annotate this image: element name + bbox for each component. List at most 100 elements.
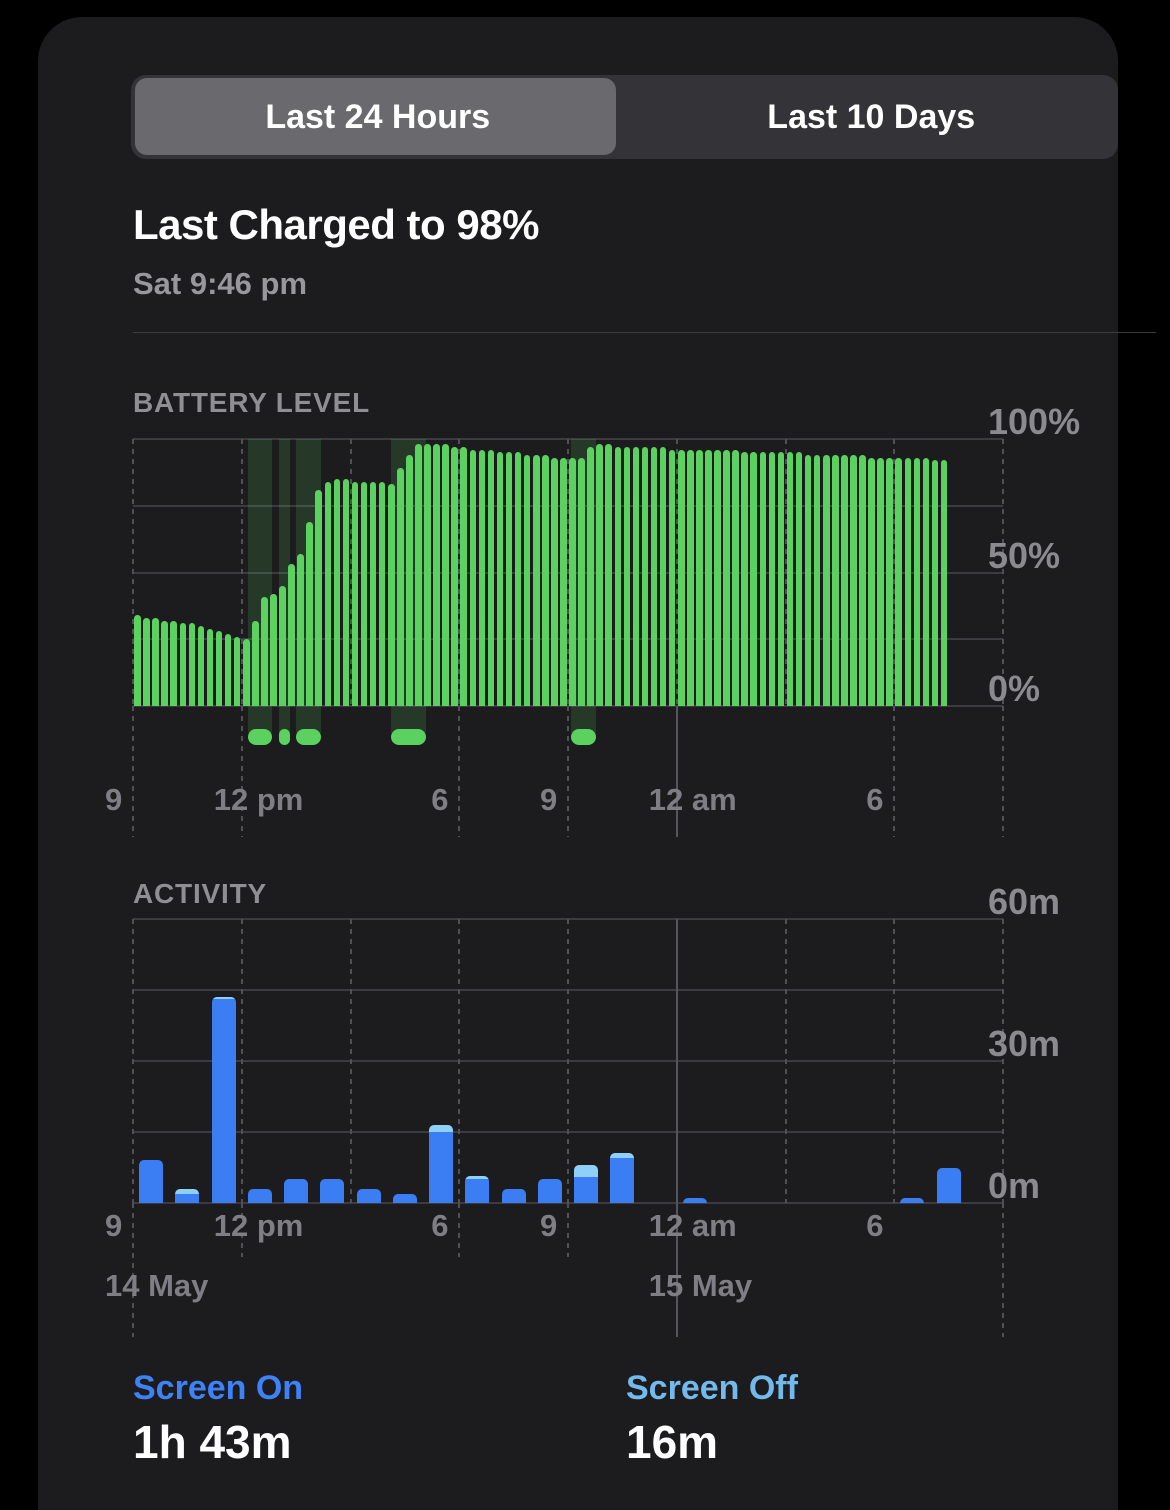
activity-gridline-v — [1002, 919, 1004, 1203]
activity-y-axis-label: 0m — [988, 1165, 1041, 1206]
battery-bar — [741, 452, 748, 706]
battery-bar — [342, 479, 350, 706]
battery-axis-tick — [567, 706, 569, 837]
battery-bar — [206, 628, 214, 706]
battery-bar — [786, 452, 794, 706]
battery-bar — [913, 457, 921, 706]
battery-bar — [523, 455, 531, 706]
charging-period-indicator — [279, 729, 290, 745]
screen-on-label: Screen On — [133, 1369, 304, 1407]
battery-bar — [496, 452, 504, 706]
activity-bar — [574, 1165, 599, 1203]
battery-bar — [224, 633, 232, 706]
activity-bar-screen-on-segment — [320, 1179, 345, 1203]
battery-y-axis-label: 100% — [988, 401, 1081, 442]
battery-bar — [542, 455, 549, 706]
battery-bar — [877, 457, 884, 706]
activity-bar-screen-on-segment — [392, 1193, 417, 1203]
battery-bar — [397, 468, 404, 706]
battery-level-chart[interactable] — [132, 438, 1004, 837]
activity-bar-screen-on-segment — [247, 1188, 272, 1203]
battery-bar — [886, 457, 893, 706]
battery-bar — [714, 449, 721, 706]
battery-gridline-v — [458, 439, 461, 706]
activity-bar — [537, 1179, 562, 1203]
battery-bar — [369, 481, 377, 706]
activity-bar — [247, 1188, 272, 1203]
battery-bar — [687, 449, 694, 706]
activity-bar-screen-off-segment — [211, 997, 236, 1000]
activity-bar-screen-on-segment — [501, 1188, 526, 1203]
battery-bar — [696, 449, 703, 706]
battery-x-axis-label: 6 — [866, 782, 884, 817]
battery-bar — [841, 455, 848, 706]
battery-bar — [596, 444, 603, 706]
activity-bar-screen-on-segment — [139, 1160, 164, 1203]
battery-bar — [832, 455, 839, 706]
battery-x-axis-label: 9 — [105, 782, 123, 817]
charging-period-indicator — [247, 729, 272, 745]
battery-x-axis-label: 12 am — [648, 782, 737, 817]
battery-bar — [179, 623, 187, 706]
activity-gridline-v — [132, 919, 134, 1203]
battery-bar — [261, 596, 268, 706]
battery-bar — [242, 639, 250, 706]
screen-off-value: 16m — [626, 1416, 719, 1468]
battery-bar — [297, 553, 304, 706]
section-divider — [133, 332, 1156, 333]
battery-gridline-v — [240, 439, 243, 706]
battery-bar — [270, 593, 277, 706]
activity-gridline-v — [240, 919, 243, 1203]
battery-bar — [387, 484, 395, 706]
battery-bar — [315, 489, 323, 706]
battery-bar — [705, 449, 712, 706]
activity-bar — [900, 1198, 925, 1203]
battery-bar — [904, 457, 912, 706]
activity-gridline-v — [784, 919, 787, 1203]
activity-gridline-v — [349, 919, 352, 1203]
battery-x-axis-label: 9 — [540, 782, 558, 817]
battery-bar — [895, 457, 903, 706]
tab-last-10-days[interactable]: Last 10 Days — [767, 97, 976, 136]
battery-bar — [433, 444, 440, 706]
activity-bar — [682, 1198, 707, 1203]
activity-bar-screen-on-segment — [537, 1179, 562, 1203]
battery-bar — [822, 455, 830, 706]
battery-bar — [360, 481, 368, 706]
activity-midnight-line — [675, 919, 678, 1337]
battery-bar — [215, 631, 223, 706]
battery-bar — [623, 447, 631, 706]
activity-gridline-v — [458, 919, 461, 1203]
battery-bar — [478, 449, 486, 706]
battery-bar — [279, 585, 286, 706]
battery-gridline-v — [675, 439, 678, 706]
battery-y-axis-label: 0% — [988, 668, 1041, 709]
last-charged-timestamp: Sat 9:46 pm — [133, 266, 308, 301]
battery-bar — [940, 460, 948, 706]
activity-bar — [139, 1160, 164, 1203]
battery-bar — [578, 457, 585, 706]
activity-bar-screen-on-segment — [610, 1158, 635, 1203]
battery-bar — [723, 449, 730, 706]
activity-chart[interactable] — [132, 918, 1004, 1337]
activity-bar-screen-on-segment — [682, 1198, 707, 1203]
activity-bar — [936, 1167, 961, 1203]
battery-bar — [188, 623, 196, 706]
activity-date-label: 14 May — [105, 1268, 209, 1303]
activity-bar-screen-on-segment — [211, 999, 236, 1203]
battery-bar — [134, 615, 141, 706]
activity-bar — [465, 1176, 490, 1203]
activity-bar-screen-on-segment — [284, 1179, 309, 1203]
last-charged-title: Last Charged to 98% — [133, 201, 539, 248]
battery-x-axis-label: 12 pm — [213, 782, 304, 817]
tab-last-24-hours[interactable]: Last 24 Hours — [265, 97, 491, 136]
battery-bar — [605, 444, 613, 706]
activity-bar-screen-on-segment — [429, 1131, 454, 1203]
battery-bar — [424, 444, 431, 706]
activity-y-axis-label: 60m — [988, 881, 1061, 922]
activity-bar — [392, 1193, 417, 1203]
battery-bar — [804, 455, 812, 706]
activity-axis-tick — [132, 1203, 134, 1337]
battery-axis-tick — [1002, 706, 1004, 837]
